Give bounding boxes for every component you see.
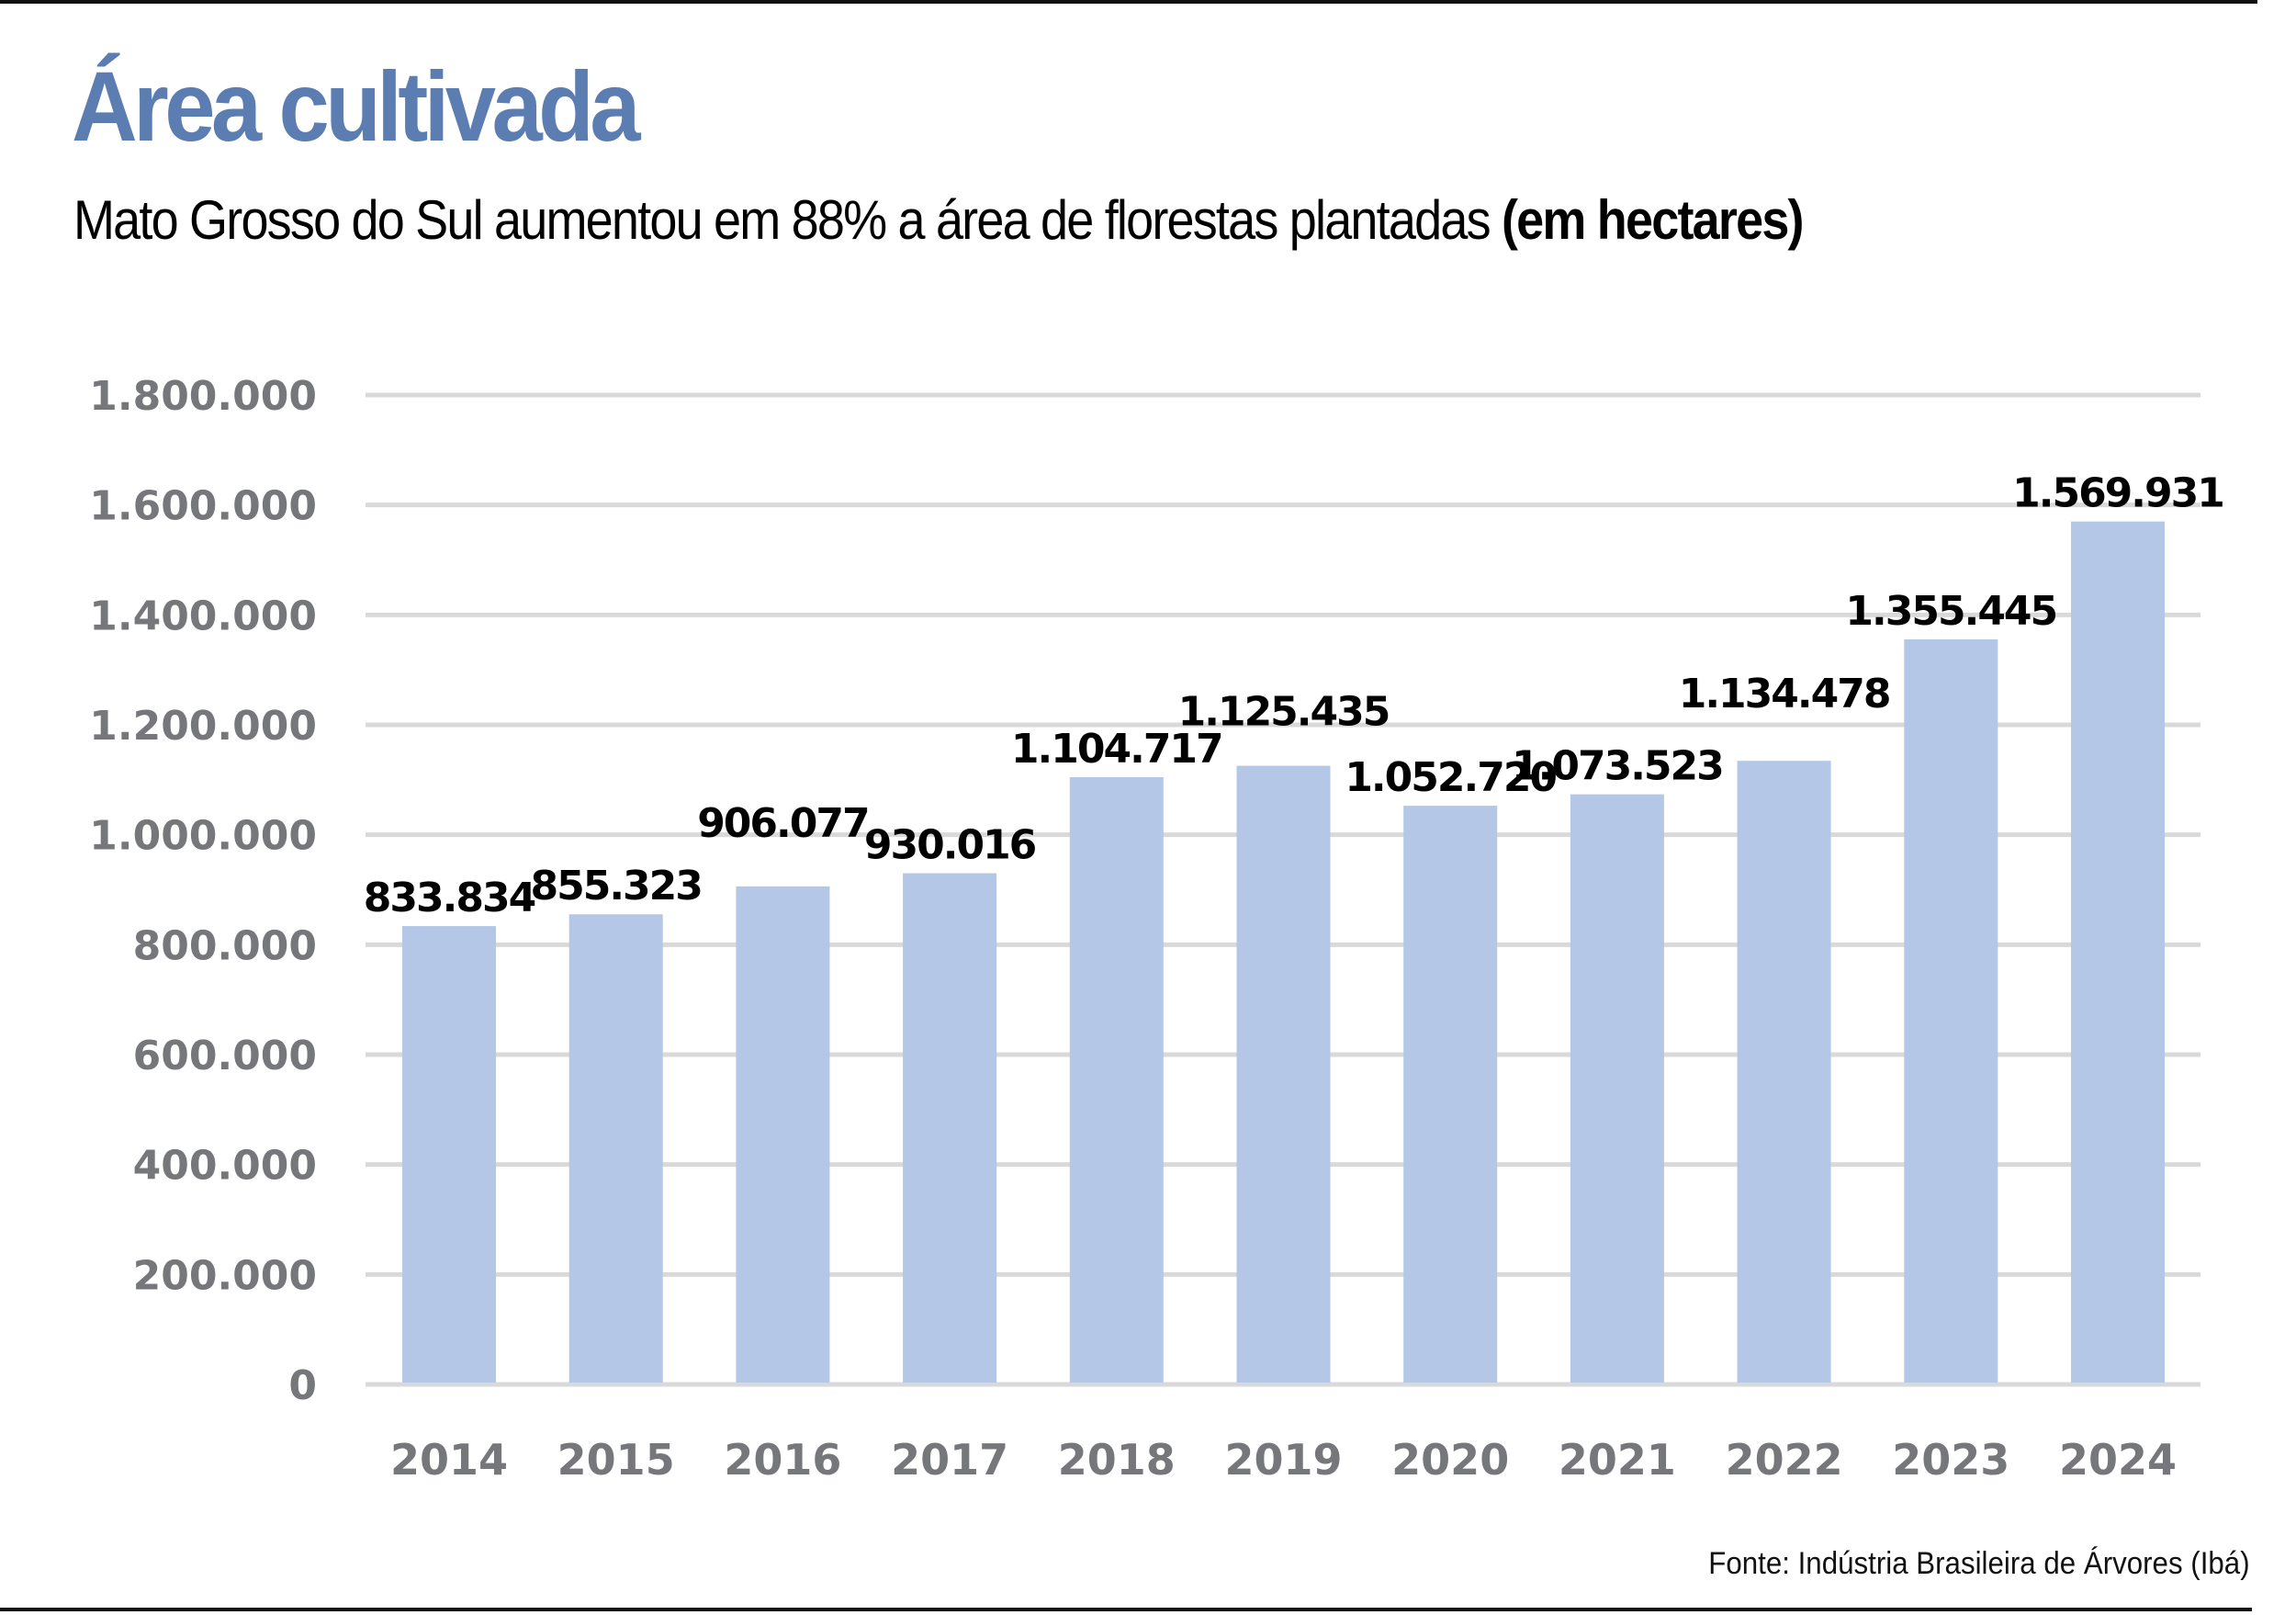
data-label-2018: 1.104.717 bbox=[1011, 726, 1222, 773]
data-labels: 833.834855.323906.077930.0161.104.7171.1… bbox=[364, 470, 2225, 921]
y-tick-label: 0 bbox=[288, 1362, 317, 1409]
subtitle-unit: (em hectares) bbox=[1501, 189, 1805, 251]
x-tick-label-2017: 2017 bbox=[891, 1435, 1008, 1485]
x-axis-tick-labels: 2014 2015 2016 2017 2018 2019 2020 2021 2022 2023… bbox=[390, 1435, 2177, 1485]
data-label-2014: 833.834 bbox=[364, 875, 535, 921]
chart-subtitle: Mato Grosso do Sul aumentou em 88% a áre… bbox=[73, 193, 1805, 248]
y-tick-label: 800.000 bbox=[133, 922, 317, 969]
y-tick-label: 1.600.000 bbox=[89, 483, 317, 530]
bar-2019 bbox=[1236, 765, 1331, 1383]
x-tick-label-2024: 2024 bbox=[2059, 1435, 2177, 1485]
y-tick-label: 200.000 bbox=[133, 1252, 317, 1299]
bar-2016 bbox=[736, 886, 830, 1383]
x-tick-label-2015: 2015 bbox=[557, 1435, 675, 1485]
bar-2015 bbox=[568, 914, 663, 1383]
data-label-2019: 1.125.435 bbox=[1178, 689, 1390, 736]
chart-title: Área cultivada bbox=[72, 51, 640, 162]
subtitle-text: Mato Grosso do Sul aumentou em 88% a áre… bbox=[73, 189, 1491, 251]
bar-2022 bbox=[1737, 761, 1831, 1383]
y-axis-tick-labels: 0 200.000 400.000 600.000 800.000 1.000.000 1.… bbox=[89, 373, 317, 1409]
data-label-2016: 906.077 bbox=[697, 800, 868, 847]
data-label-2024: 1.569.931 bbox=[2012, 470, 2223, 517]
y-tick-label: 600.000 bbox=[133, 1033, 317, 1079]
x-tick-label-2022: 2022 bbox=[1726, 1435, 1843, 1485]
x-tick-label-2023: 2023 bbox=[1892, 1435, 2009, 1485]
y-tick-label: 1.400.000 bbox=[89, 593, 317, 639]
data-label-2017: 930.016 bbox=[864, 822, 1036, 869]
bar-2024 bbox=[2071, 521, 2165, 1383]
data-label-2023: 1.355.445 bbox=[1845, 588, 2056, 635]
bottom-rule bbox=[0, 1608, 2252, 1611]
y-tick-label: 1.000.000 bbox=[89, 813, 317, 860]
y-tick-label: 1.200.000 bbox=[89, 703, 317, 750]
y-tick-label: 1.800.000 bbox=[89, 373, 317, 420]
x-tick-label-2014: 2014 bbox=[390, 1435, 508, 1485]
bar-2017 bbox=[903, 873, 997, 1383]
data-label-2015: 855.323 bbox=[530, 863, 701, 909]
data-label-2022: 1.134.478 bbox=[1679, 671, 1890, 717]
data-label-2020: 1.052.720 bbox=[1345, 754, 1556, 801]
bars bbox=[402, 521, 2165, 1383]
bar-2021 bbox=[1570, 794, 1664, 1383]
bar-2020 bbox=[1403, 806, 1498, 1383]
top-rule bbox=[0, 0, 2257, 4]
source-note: Fonte: Indústria Brasileira de Árvores (… bbox=[1708, 1546, 2250, 1581]
x-tick-label-2016: 2016 bbox=[724, 1435, 841, 1485]
bar-2023 bbox=[1904, 638, 1998, 1383]
x-tick-label-2018: 2018 bbox=[1058, 1435, 1176, 1485]
x-tick-label-2019: 2019 bbox=[1224, 1435, 1342, 1485]
x-tick-label-2020: 2020 bbox=[1391, 1435, 1509, 1485]
y-tick-label: 400.000 bbox=[133, 1143, 317, 1190]
x-tick-label-2021: 2021 bbox=[1559, 1435, 1676, 1485]
bar-2018 bbox=[1069, 777, 1164, 1383]
data-label-2021: 1.073.523 bbox=[1512, 743, 1723, 790]
bar-2014 bbox=[402, 926, 496, 1383]
